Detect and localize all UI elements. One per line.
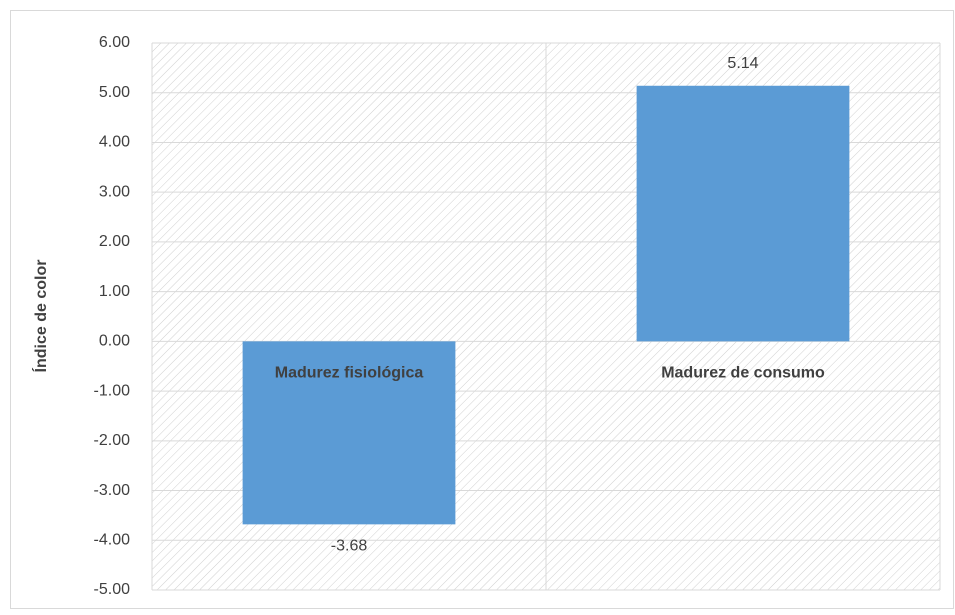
- data-label: -3.68: [331, 538, 368, 555]
- y-tick-label: -3.00: [94, 482, 131, 499]
- y-tick-label: -5.00: [94, 581, 131, 598]
- y-tick-label: 5.00: [99, 84, 130, 101]
- y-axis-label: Índice de color: [31, 260, 50, 373]
- data-label: 5.14: [727, 55, 758, 72]
- x-tick-label: Madurez fisiológica: [275, 365, 424, 382]
- x-tick-label: Madurez de consumo: [661, 365, 825, 382]
- y-tick-label: -4.00: [94, 531, 131, 548]
- bar: [242, 341, 456, 525]
- y-tick-label: 2.00: [99, 233, 130, 250]
- bar: [636, 85, 850, 342]
- y-tick-label: 6.00: [99, 34, 130, 51]
- y-tick-label: -1.00: [94, 382, 131, 399]
- y-tick-label: -2.00: [94, 432, 131, 449]
- y-tick-label: 1.00: [99, 283, 130, 300]
- y-tick-label: 3.00: [99, 183, 130, 200]
- y-tick-label: 4.00: [99, 134, 130, 151]
- y-tick-label: 0.00: [99, 333, 130, 350]
